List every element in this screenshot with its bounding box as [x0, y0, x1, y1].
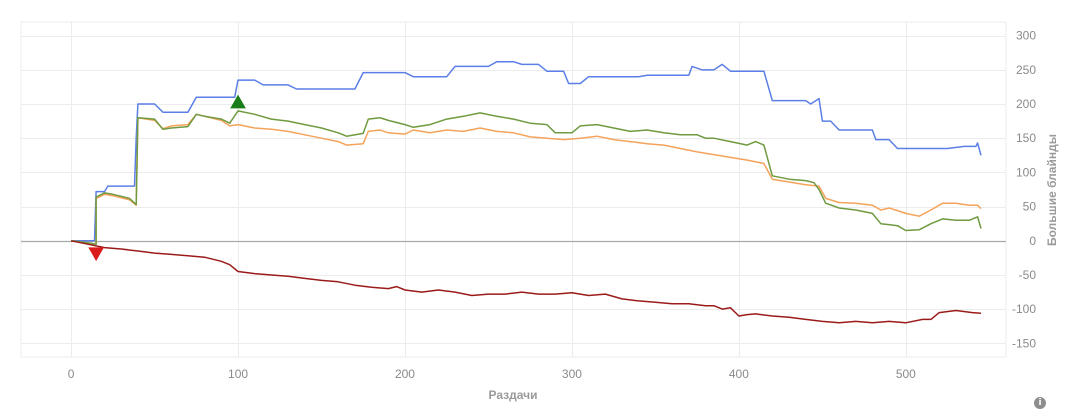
info-icon[interactable]: i — [1034, 397, 1046, 409]
tick-labels: 0 100 200 300 400 500300250200150100500-50-10… — [68, 29, 1037, 381]
x-tick-label: 200 — [395, 367, 415, 381]
marker-triangle-down[interactable] — [88, 247, 104, 262]
y-tick-label: -100 — [1012, 302, 1036, 316]
x-tick-label: 300 — [562, 367, 582, 381]
y-tick-label: 300 — [1016, 29, 1036, 43]
x-tick-label: 100 — [228, 367, 248, 381]
x-tick-label: 400 — [729, 367, 749, 381]
y-tick-label: 200 — [1016, 97, 1036, 111]
x-tick-label: 500 — [896, 367, 916, 381]
y-tick-label: -150 — [1012, 336, 1036, 350]
marker-group — [88, 94, 246, 262]
y-tick-label: 0 — [1029, 234, 1036, 248]
series-line-2[interactable] — [71, 113, 982, 245]
y-tick-label: 50 — [1023, 200, 1037, 214]
y-tick-label: 100 — [1016, 165, 1036, 179]
series-line-1[interactable] — [71, 60, 982, 242]
y-axis-title: Большие блайнды — [1045, 134, 1059, 246]
marker-triangle-up[interactable] — [230, 94, 246, 109]
x-axis-title: Раздачи — [489, 388, 538, 402]
grid — [20, 21, 1007, 358]
y-tick-label: 150 — [1016, 131, 1036, 145]
plot-border — [20, 21, 1007, 358]
y-tick-label: 250 — [1016, 63, 1036, 77]
x-tick-label: 0 — [68, 367, 75, 381]
y-tick-label: -50 — [1019, 268, 1037, 282]
series-group — [70, 60, 982, 324]
series-line-4[interactable] — [70, 240, 982, 324]
series-line-3[interactable] — [71, 110, 982, 245]
